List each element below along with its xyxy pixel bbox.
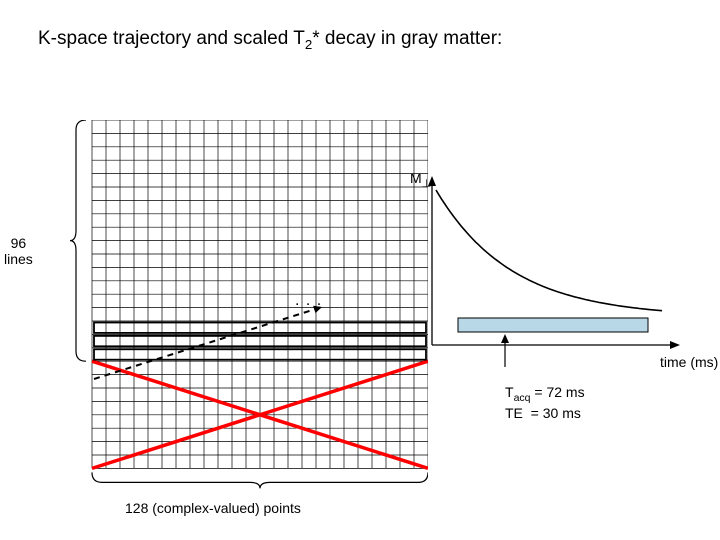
lines-count: 96 <box>11 235 27 251</box>
title-pre: K-space trajectory and scaled T <box>38 28 305 49</box>
page-title: K-space trajectory and scaled T2* decay … <box>38 28 502 52</box>
time-axis-label: time (ms) <box>660 354 718 370</box>
kspace-grid-svg <box>62 120 428 510</box>
title-post: * decay in gray matter: <box>312 28 502 49</box>
decay-plot: M⊥ <box>410 170 710 380</box>
x-axis-caption: 128 (complex-valued) points <box>125 500 301 516</box>
mperp-m: M <box>410 170 422 186</box>
mperp-sub: ⊥ <box>422 178 432 190</box>
tacq-val: = 72 ms <box>531 384 585 400</box>
decay-svg <box>410 170 690 370</box>
kspace-grid <box>62 120 398 470</box>
te-line: TE = 30 ms <box>505 405 581 421</box>
tacq-sub: acq <box>514 392 531 404</box>
y-axis-label: M⊥ <box>410 170 431 190</box>
tacq-t: T <box>505 384 514 400</box>
acquisition-params: Tacq = 72 ms TE = 30 ms <box>505 384 585 422</box>
lines-label: 96 lines <box>4 235 33 267</box>
lines-word: lines <box>4 251 33 267</box>
trajectory-ellipsis: . . . <box>295 292 322 310</box>
